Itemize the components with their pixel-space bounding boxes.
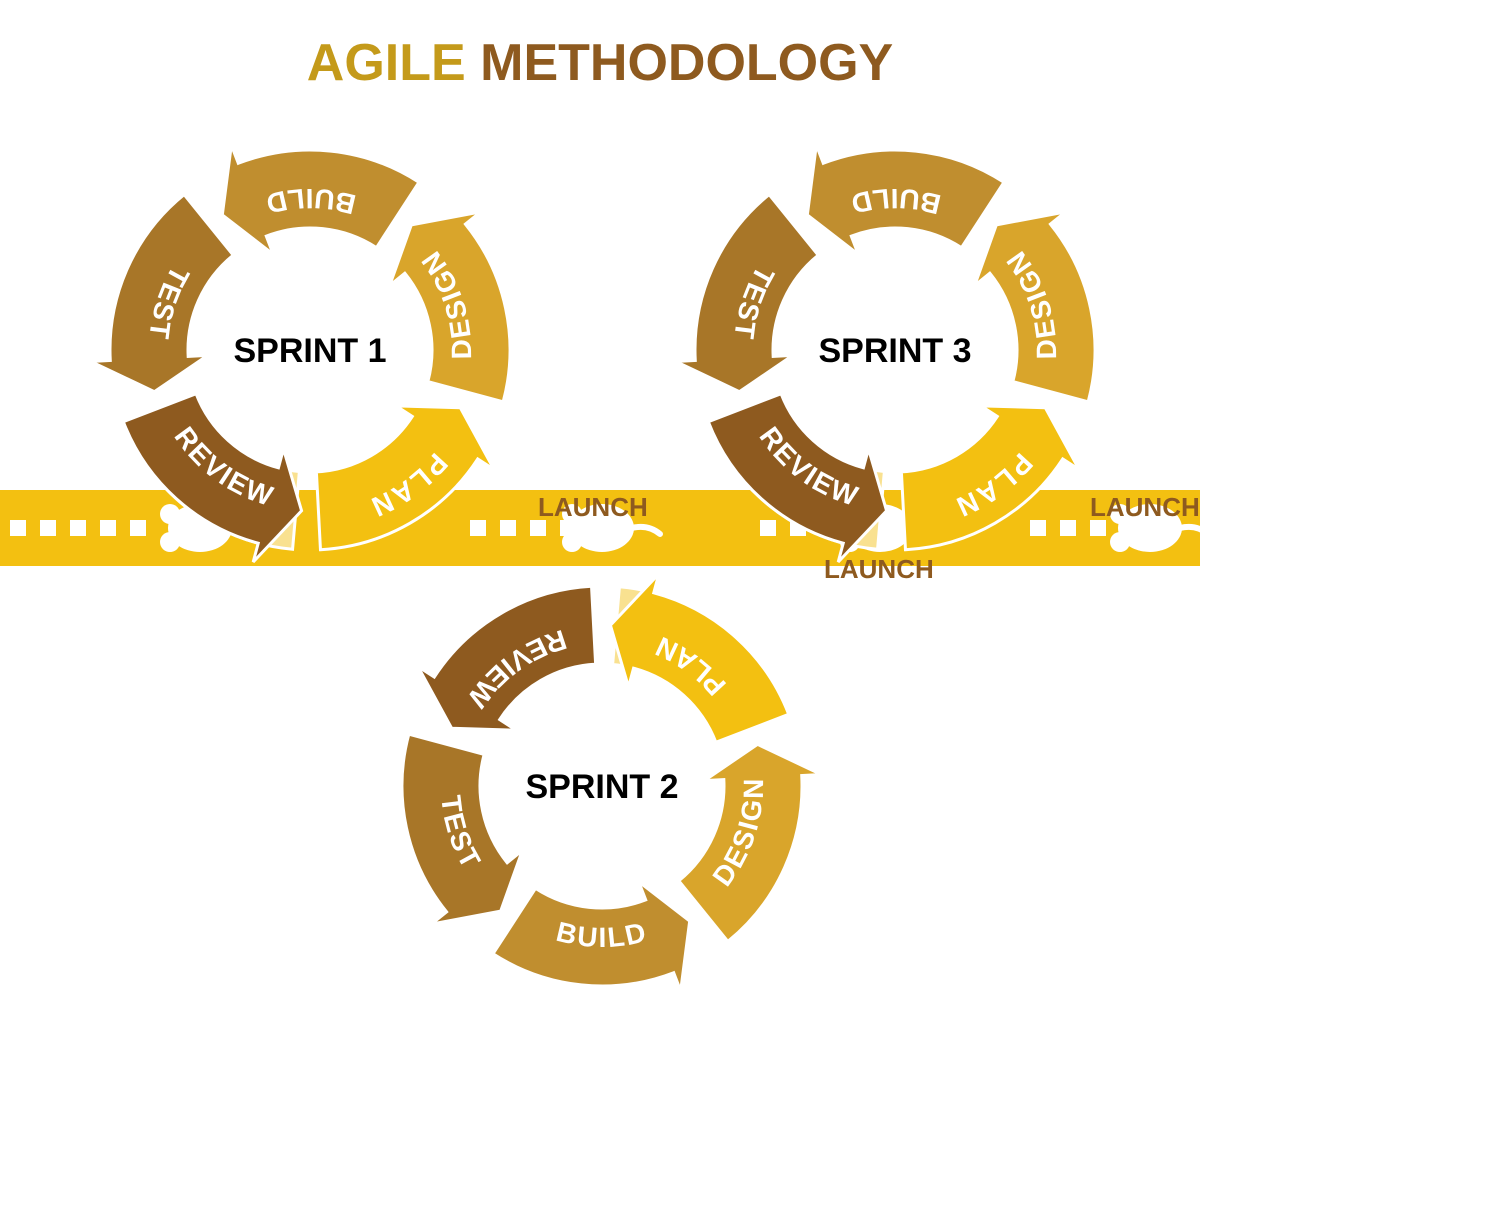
track-dot	[500, 520, 516, 536]
agile-methodology-diagram: AGILE METHODOLOGYPLANDESIGNBUILDTESTREVI…	[0, 0, 1500, 1219]
track-dot	[70, 520, 86, 536]
launch-label: LAUNCH	[1090, 492, 1200, 522]
page-title: AGILE METHODOLOGY	[307, 34, 893, 92]
track-dot	[1060, 520, 1076, 536]
launch-label: LAUNCH	[538, 492, 648, 522]
track-dot	[10, 520, 26, 536]
track-dot	[40, 520, 56, 536]
sprint-label: SPRINT 3	[818, 332, 971, 370]
track-dot	[130, 520, 146, 536]
sprint-label: SPRINT 1	[233, 332, 386, 370]
track-dot	[1090, 520, 1106, 536]
track-dot	[530, 520, 546, 536]
launch-label: LAUNCH	[824, 554, 934, 584]
track-dot	[100, 520, 116, 536]
track-dot	[1030, 520, 1046, 536]
sprint-label: SPRINT 2	[525, 768, 678, 806]
track-dot	[470, 520, 486, 536]
track-dot	[760, 520, 776, 536]
